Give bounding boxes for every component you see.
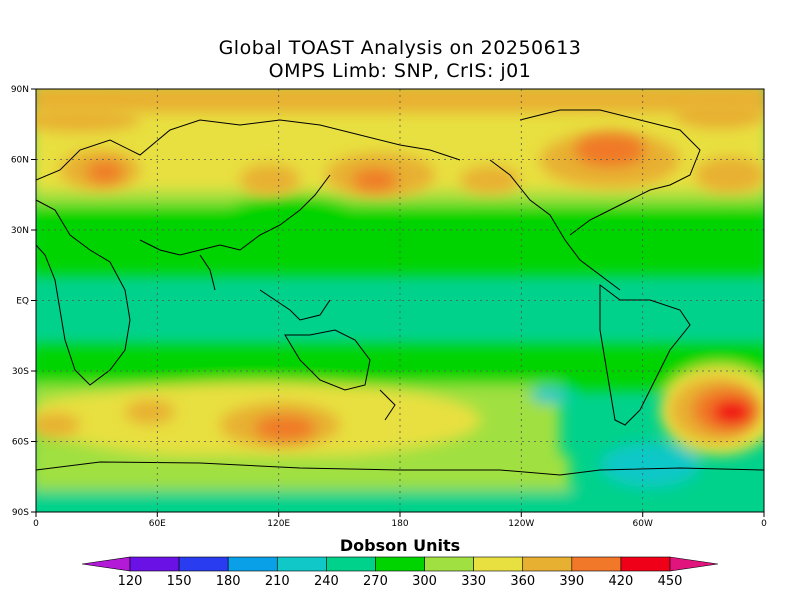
colorbar-level-label: 240: [314, 574, 339, 589]
lat-label-90s: 90S: [12, 508, 29, 518]
lon-label-60e: 60E: [149, 519, 166, 529]
map-title-line-2: OMPS Limb: SNP, CrIS: j01: [268, 60, 532, 82]
colorbar-level-label: 150: [167, 574, 192, 589]
colorbar-swatch: [276, 556, 327, 572]
colorbar-level-label: 300: [412, 574, 437, 589]
colorbar-swatch: [227, 556, 278, 572]
lon-label-120e: 120E: [267, 519, 290, 529]
colorbar-level-label: 180: [216, 574, 241, 589]
colorbar-level-label: 120: [118, 574, 143, 589]
lat-label-30s: 30S: [12, 367, 29, 377]
colorbar-level-label: 360: [510, 574, 535, 589]
colorbar-swatch: [129, 556, 180, 572]
colorbar-swatch: [473, 556, 524, 572]
colorbar-swatch: [375, 556, 425, 572]
lon-label-60w: 60W: [633, 519, 653, 529]
graticule: [36, 89, 764, 512]
lon-label-120w: 120W: [508, 519, 534, 529]
colorbar-swatch: [522, 556, 573, 572]
coastlines: [36, 109, 764, 476]
lat-label-60s: 60S: [12, 438, 29, 448]
lat-label-eq: EQ: [16, 297, 29, 307]
colorbar-min-arrow: [81, 556, 131, 572]
colorbar-level-label: 210: [265, 574, 290, 589]
axis-ticks: [31, 88, 765, 517]
colorbar-max-arrow: [669, 556, 719, 572]
map-title-line-1: Global TOAST Analysis on 20250613: [218, 37, 582, 59]
colorbar-swatch: [620, 556, 671, 572]
lon-label-0-left: 0: [33, 519, 39, 529]
colorbar-swatch: [571, 556, 622, 572]
lat-label-60n: 60N: [11, 156, 29, 166]
colorbar-level-label: 390: [559, 574, 584, 589]
colorbar-level-label: 450: [658, 574, 683, 589]
lon-label-0-right: 0: [761, 519, 767, 529]
colorbar-label: Dobson Units: [339, 536, 461, 555]
lat-label-90n: 90N: [11, 85, 29, 95]
colorbar-swatch: [424, 556, 474, 572]
colorbar: 120 150 180 210 240 270 300 330 360 390 420 450: [81, 556, 719, 589]
colorbar-level-label: 270: [363, 574, 388, 589]
colorbar-swatch: [326, 556, 376, 572]
colorbar-level-label: 330: [461, 574, 486, 589]
colorbar-level-label: 420: [608, 574, 633, 589]
lon-label-180: 180: [391, 519, 408, 529]
lat-label-30n: 30N: [11, 226, 29, 236]
colorbar-swatch: [178, 556, 229, 572]
